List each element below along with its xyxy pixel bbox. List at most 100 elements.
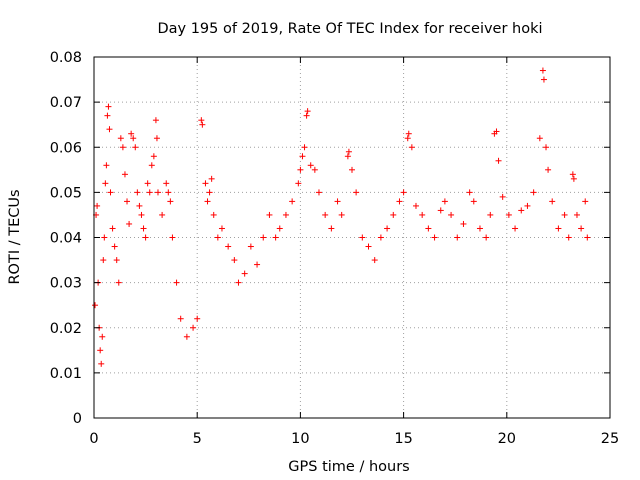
data-point: [570, 175, 577, 182]
data-point: [208, 175, 215, 182]
chart-title: Day 195 of 2019, Rate Of TEC Index for r…: [157, 21, 542, 37]
data-point: [198, 117, 205, 124]
data-point: [584, 234, 591, 241]
data-point: [297, 166, 304, 173]
data-point: [106, 126, 113, 133]
data-point: [126, 220, 133, 227]
data-point: [466, 189, 473, 196]
data-point: [345, 148, 352, 155]
data-point: [549, 198, 556, 205]
data-point: [128, 130, 135, 137]
data-point: [165, 189, 172, 196]
data-point: [561, 211, 568, 218]
data-point: [101, 234, 108, 241]
data-point: [419, 211, 426, 218]
data-point: [322, 211, 329, 218]
data-point: [199, 121, 206, 128]
y-tick-label: 0.04: [50, 231, 82, 247]
data-point: [400, 189, 407, 196]
data-point: [539, 67, 546, 74]
data-point: [113, 257, 120, 264]
data-point: [169, 234, 176, 241]
data-point: [512, 225, 519, 232]
data-point: [94, 202, 101, 209]
data-point: [254, 261, 261, 268]
data-point: [371, 257, 378, 264]
data-point: [117, 135, 124, 142]
data-point: [202, 180, 209, 187]
data-point: [140, 225, 147, 232]
data-point: [499, 193, 506, 200]
data-point: [153, 135, 160, 142]
y-tick-label: 0.08: [50, 50, 82, 66]
data-point: [344, 153, 351, 160]
data-point: [92, 302, 99, 309]
data-point: [573, 211, 580, 218]
data-point: [144, 180, 151, 187]
data-point: [390, 211, 397, 218]
data-point: [111, 243, 118, 250]
data-point: [569, 171, 576, 178]
data-point: [109, 225, 116, 232]
data-point: [396, 198, 403, 205]
data-point: [163, 180, 170, 187]
data-point: [247, 243, 254, 250]
data-point: [154, 189, 161, 196]
data-point: [487, 211, 494, 218]
data-point: [282, 211, 289, 218]
data-point: [130, 135, 137, 142]
x-axis-label: GPS time / hours: [288, 459, 409, 475]
data-point: [454, 234, 461, 241]
data-point: [97, 347, 104, 354]
x-tick-label: 5: [193, 431, 202, 447]
data-point: [152, 117, 159, 124]
data-point: [218, 225, 225, 232]
data-point: [315, 189, 322, 196]
x-tick-label: 0: [89, 431, 98, 447]
data-point: [483, 234, 490, 241]
data-point: [359, 234, 366, 241]
y-tick-label: 0.02: [50, 321, 82, 337]
grid-lines: [94, 57, 610, 418]
data-point: [405, 130, 412, 137]
data-point: [437, 207, 444, 214]
data-point: [493, 128, 500, 135]
data-point: [441, 198, 448, 205]
data-point: [142, 234, 149, 241]
data-point: [303, 112, 310, 119]
axis-ticks: 0 0.01 0.02 0.03 0.04 0.05 0.06 0.07 0.08 0 5 10 15 2…: [50, 50, 620, 447]
data-point: [530, 189, 537, 196]
data-point: [540, 76, 547, 83]
data-point: [241, 270, 248, 277]
data-point: [148, 162, 155, 169]
data-point: [210, 211, 217, 218]
data-point: [555, 225, 562, 232]
data-point: [132, 144, 139, 151]
data-point: [377, 234, 384, 241]
x-tick-label: 10: [291, 431, 309, 447]
data-point: [578, 225, 585, 232]
data-point: [304, 108, 311, 115]
data-point: [98, 360, 105, 367]
data-point: [107, 189, 114, 196]
data-point: [408, 144, 415, 151]
data-point: [425, 225, 432, 232]
data-point: [545, 166, 552, 173]
y-tick-label: 0.01: [50, 366, 82, 382]
data-point: [338, 211, 345, 218]
data-point: [150, 153, 157, 160]
data-point: [295, 180, 302, 187]
data-point: [505, 211, 512, 218]
data-point: [177, 315, 184, 322]
y-axis-label: ROTI / TECUs: [7, 189, 23, 284]
data-point: [495, 157, 502, 164]
data-point: [138, 211, 145, 218]
data-point: [518, 207, 525, 214]
data-point: [328, 225, 335, 232]
data-point: [167, 198, 174, 205]
data-point: [307, 162, 314, 169]
data-point: [384, 225, 391, 232]
data-point: [124, 198, 131, 205]
data-point: [99, 333, 106, 340]
